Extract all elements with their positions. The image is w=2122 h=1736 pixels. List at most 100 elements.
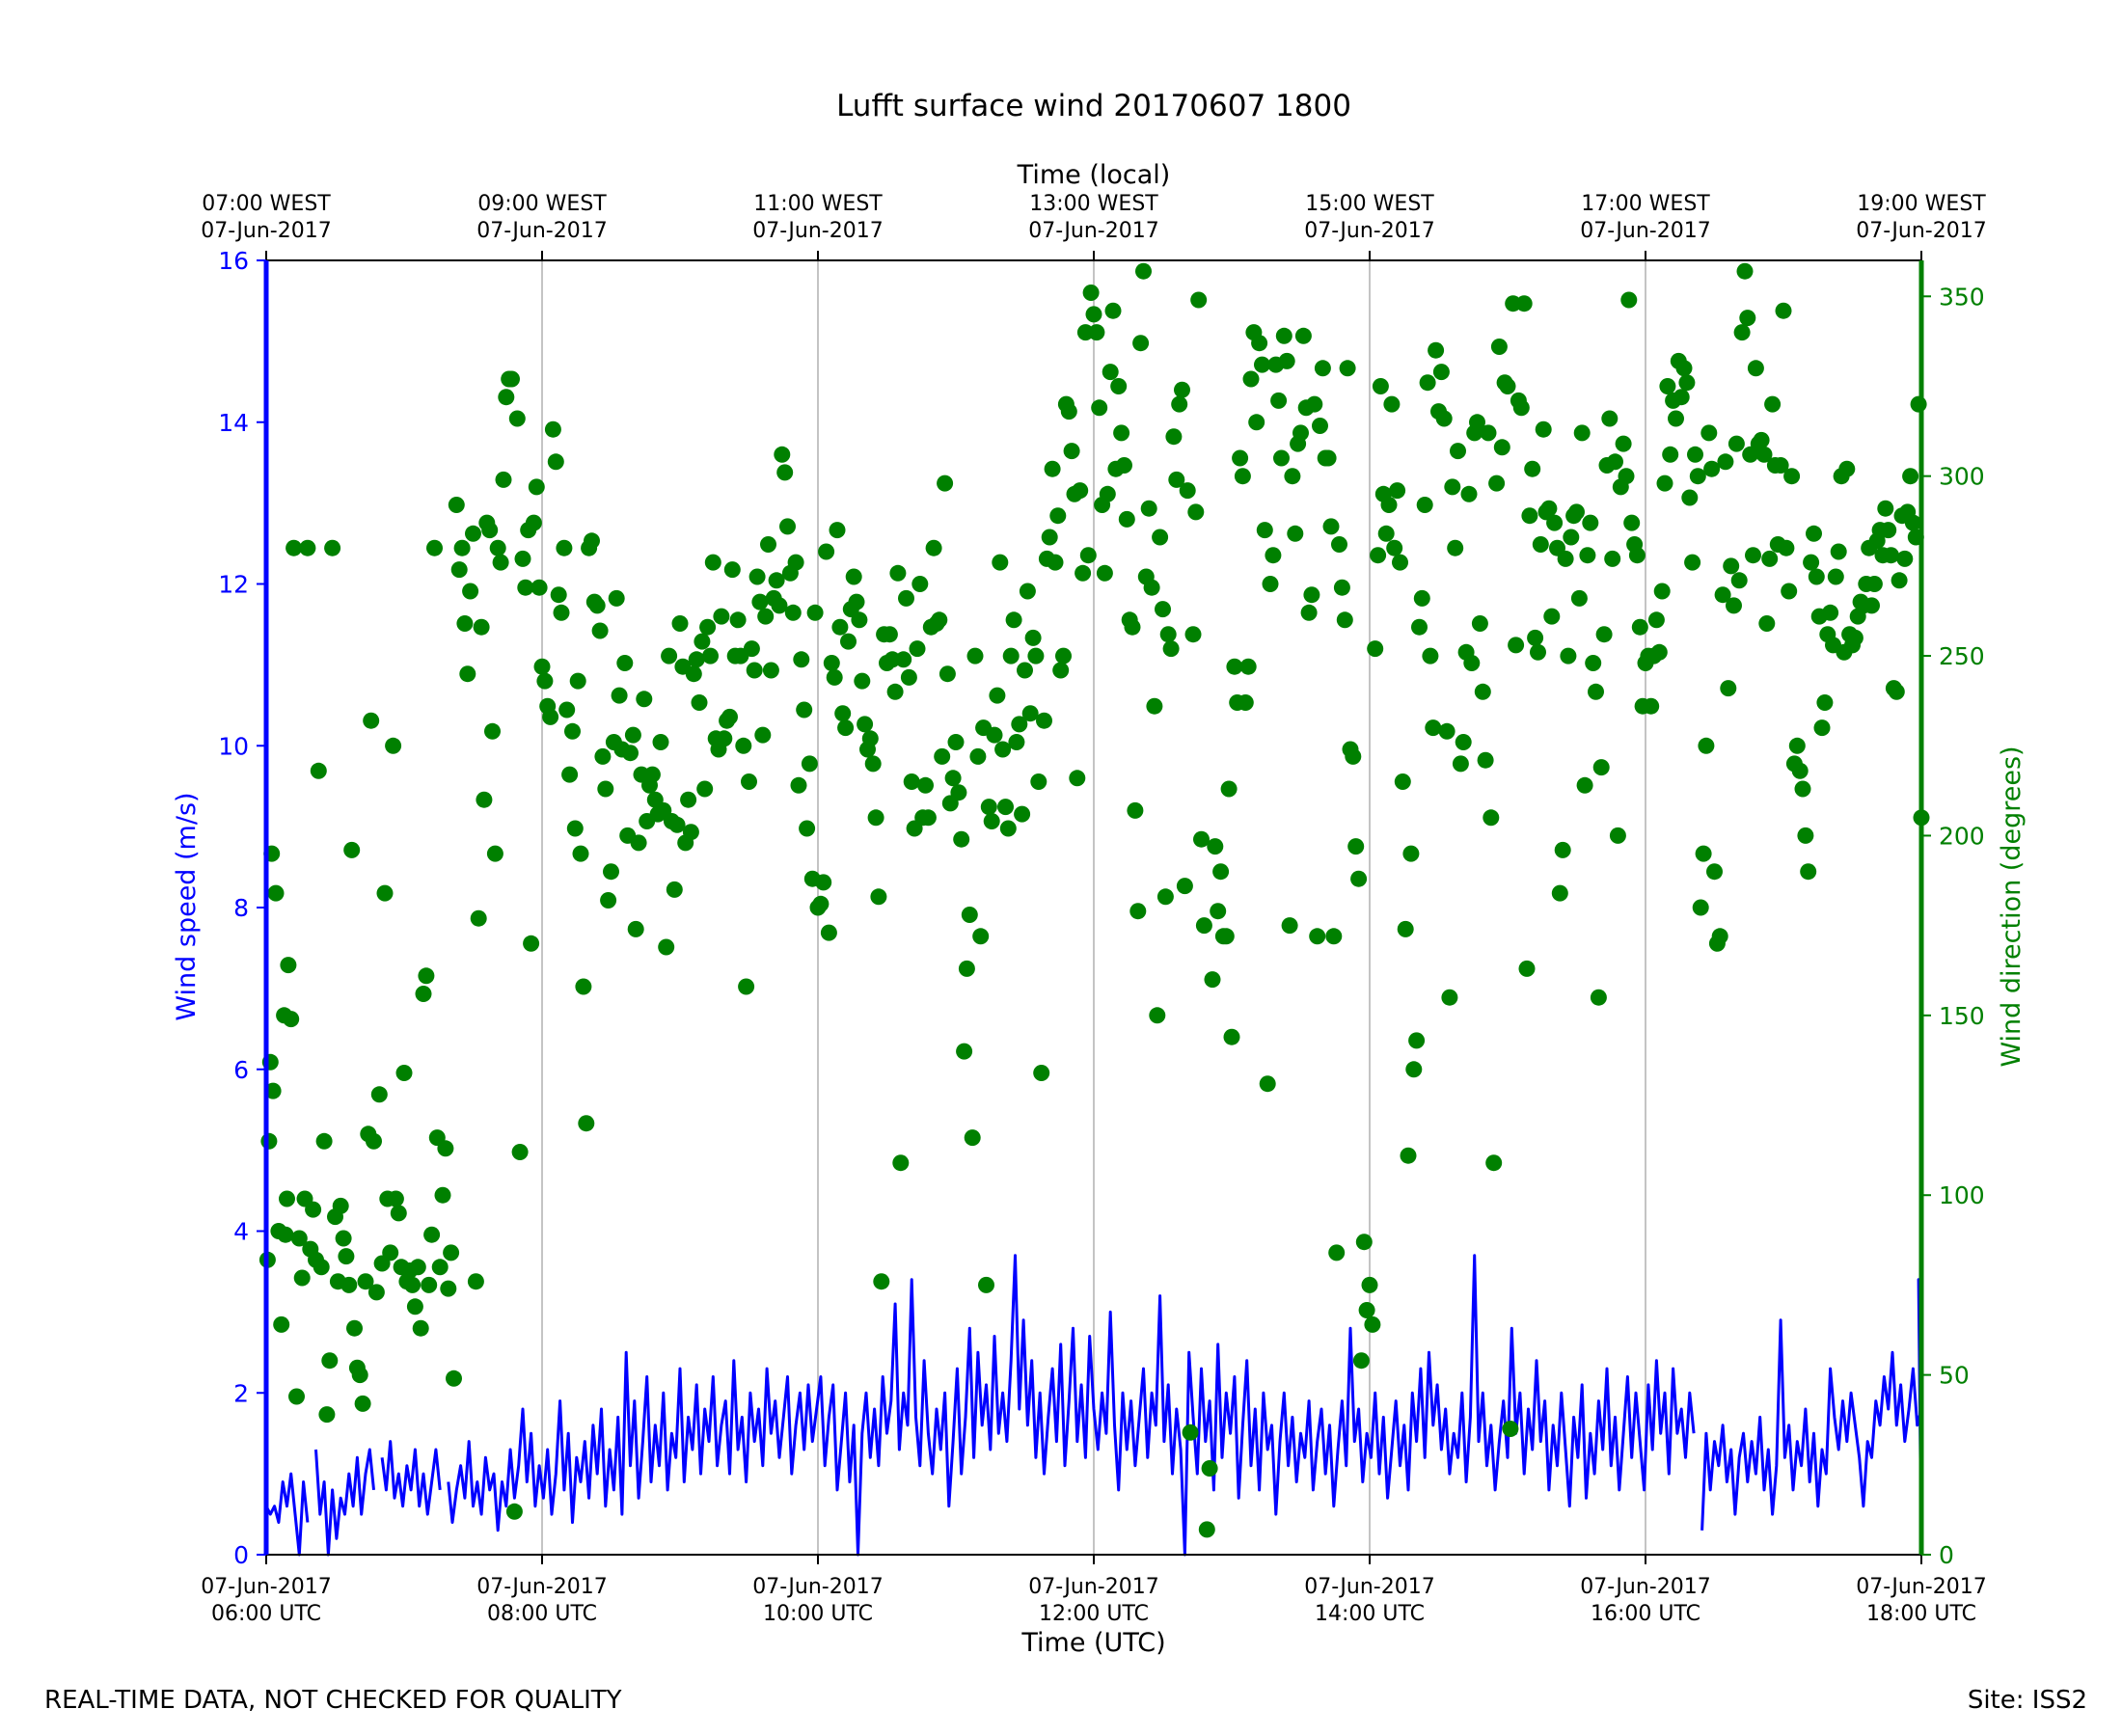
top-tick-time: 09:00 WEST [477, 192, 607, 216]
wind-direction-point [1772, 457, 1789, 474]
wind-direction-point [1232, 449, 1249, 467]
wind-direction-point [1877, 500, 1894, 517]
wind-direction-point [1800, 863, 1817, 881]
wind-direction-point [1110, 378, 1128, 394]
wind-direction-point [456, 615, 474, 632]
wind-direction-point [666, 881, 683, 898]
wind-direction-point [1328, 1244, 1346, 1261]
wind-direction-point [1902, 468, 1919, 485]
wind-direction-point [484, 722, 501, 740]
wind-direction-point [1082, 285, 1100, 301]
wind-direction-point [1698, 737, 1715, 754]
wind-direction-point [787, 554, 804, 571]
tick-labels: 07-Jun-2017 06:00 UTC 07-Jun-2017 08:00 UTC… [201, 192, 1986, 1626]
wind-direction-point [578, 1115, 595, 1132]
wind-direction-point [1220, 780, 1238, 798]
wind-direction-point [1880, 522, 1897, 539]
wind-direction-point [898, 589, 914, 607]
wind-direction-point [911, 576, 929, 592]
wind-direction-point [823, 655, 840, 671]
wind-direction-point [1265, 547, 1282, 564]
left-tick-label: 16 [218, 247, 249, 275]
wind-direction-point [1140, 500, 1157, 517]
wind-direction-point [418, 967, 435, 985]
wind-direction-point [1063, 443, 1080, 460]
wind-direction-point [1530, 643, 1546, 661]
wind-direction-point [643, 766, 661, 783]
wind-direction-point [310, 762, 327, 779]
wind-direction-point [947, 734, 965, 750]
wind-direction-point [1319, 449, 1337, 467]
wind-direction-point [404, 1276, 422, 1293]
wind-direction-point [793, 651, 810, 668]
wind-direction-point [757, 608, 775, 625]
wind-direction-point [1060, 403, 1077, 420]
wind-direction-point [1174, 381, 1190, 398]
wind-direction-point [277, 1226, 294, 1243]
wind-direction-point [784, 604, 802, 621]
wind-direction-point [1118, 510, 1135, 528]
wind-direction-point [851, 611, 868, 629]
wind-direction-point [1408, 1032, 1426, 1049]
wind-direction-point [1736, 262, 1754, 280]
wind-direction-point [346, 1319, 363, 1337]
wind-direction-point [542, 708, 559, 725]
wind-direction-point [395, 1065, 413, 1081]
wind-direction-point [1865, 576, 1883, 592]
wind-direction-point [696, 780, 714, 798]
wind-direction-point [1002, 647, 1020, 665]
wind-direction-point [1270, 392, 1288, 409]
wind-direction-point [1444, 478, 1461, 496]
wind-direction-point [1405, 1061, 1423, 1078]
wind-direction-point [760, 536, 776, 553]
wind-direction-point [961, 907, 978, 923]
wind-direction-point [1540, 500, 1558, 517]
wind-direction-point [937, 475, 954, 492]
wind-direction-point [1394, 773, 1411, 790]
wind-direction-point [1347, 838, 1365, 855]
wind-direction-point [1116, 457, 1132, 474]
wind-direction-point [1419, 374, 1436, 392]
wind-direction-point [939, 665, 956, 683]
wind-direction-point [1678, 374, 1696, 392]
wind-direction-point [1720, 680, 1737, 697]
wind-direction-point [1883, 547, 1899, 564]
wind-direction-point [1331, 536, 1347, 553]
wind-direction-point [1152, 529, 1169, 546]
wind-direction-point [925, 539, 942, 556]
wind-direction-point [525, 514, 542, 531]
wind-direction-point [1210, 903, 1227, 920]
wind-direction-point [1096, 564, 1113, 582]
wind-direction-point [1312, 418, 1328, 434]
wind-direction-point [671, 615, 689, 632]
wind-direction-point [556, 539, 573, 556]
wind-direction-point [495, 471, 512, 488]
wind-direction-point [799, 820, 816, 837]
wind-direction-point [465, 525, 481, 542]
bottom-tick-date: 07-Jun-2017 [1580, 1575, 1710, 1599]
wind-direction-point [448, 497, 465, 513]
right-tick-label: 50 [1939, 1362, 1970, 1390]
wind-direction-point [751, 593, 769, 610]
wind-direction-point [1300, 604, 1318, 621]
wind-direction-point [1447, 539, 1464, 556]
wind-direction-point [1044, 460, 1061, 477]
wind-direction-point [1888, 683, 1905, 700]
wind-direction-point [1162, 640, 1180, 658]
wind-direction-point [1432, 364, 1450, 381]
wind-direction-point [409, 1259, 426, 1276]
wind-direction-point [840, 633, 857, 650]
wind-direction-point [566, 820, 584, 837]
wind-direction-point [1217, 928, 1235, 945]
wind-direction-point [434, 1186, 451, 1204]
wind-direction-point [881, 626, 898, 643]
right-tick-label: 350 [1939, 283, 1985, 311]
wind-direction-point [415, 986, 432, 1002]
wind-direction-point [729, 611, 747, 629]
wind-direction-point [806, 604, 824, 621]
wind-direction-point [919, 809, 937, 827]
wind-direction-point [1650, 643, 1668, 661]
wind-direction-point [1601, 410, 1619, 427]
wind-direction-point [412, 1319, 429, 1337]
